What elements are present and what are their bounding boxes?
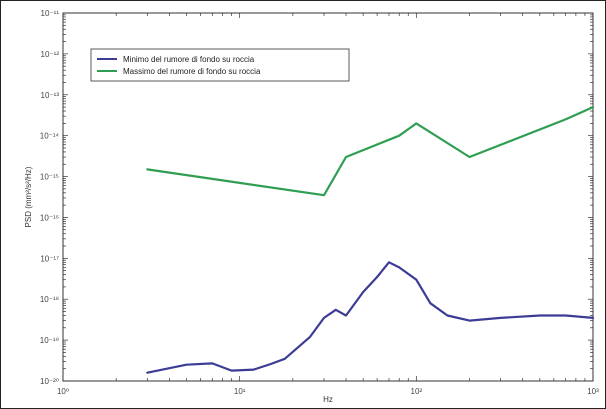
x-tick-label: 10² — [411, 387, 423, 396]
x-tick-label: 10³ — [587, 387, 599, 396]
y-tick-label: 10⁻²⁰ — [40, 377, 59, 386]
y-tick-label: 10⁻¹⁶ — [40, 213, 59, 222]
y-tick-label: 10⁻¹⁵ — [40, 173, 59, 182]
y-tick-label: 10⁻¹⁷ — [40, 254, 59, 263]
legend-box — [90, 48, 350, 82]
y-tick-label: 10⁻¹⁴ — [40, 132, 60, 141]
legend-label: Massimo del rumore di fondo su roccia — [123, 67, 261, 76]
y-tick-label: 10⁻¹⁹ — [40, 336, 59, 345]
legend-label: Minimo del rumore di fondo su roccia — [123, 55, 255, 64]
x-tick-label: 10¹ — [234, 387, 246, 396]
x-axis-title: Hz — [323, 395, 333, 404]
x-tick-label: 10⁰ — [57, 387, 69, 396]
y-tick-label: 10⁻¹⁸ — [40, 295, 59, 304]
y-tick-label: 10⁻¹¹ — [41, 9, 60, 18]
y-tick-label: 10⁻¹² — [41, 50, 60, 59]
series-line-minimo — [146, 261, 595, 374]
series-line-massimo — [146, 105, 595, 197]
y-axis-title: PSD (mm²/s²/Hz) — [24, 166, 33, 227]
y-tick-label: 10⁻¹³ — [41, 91, 60, 100]
